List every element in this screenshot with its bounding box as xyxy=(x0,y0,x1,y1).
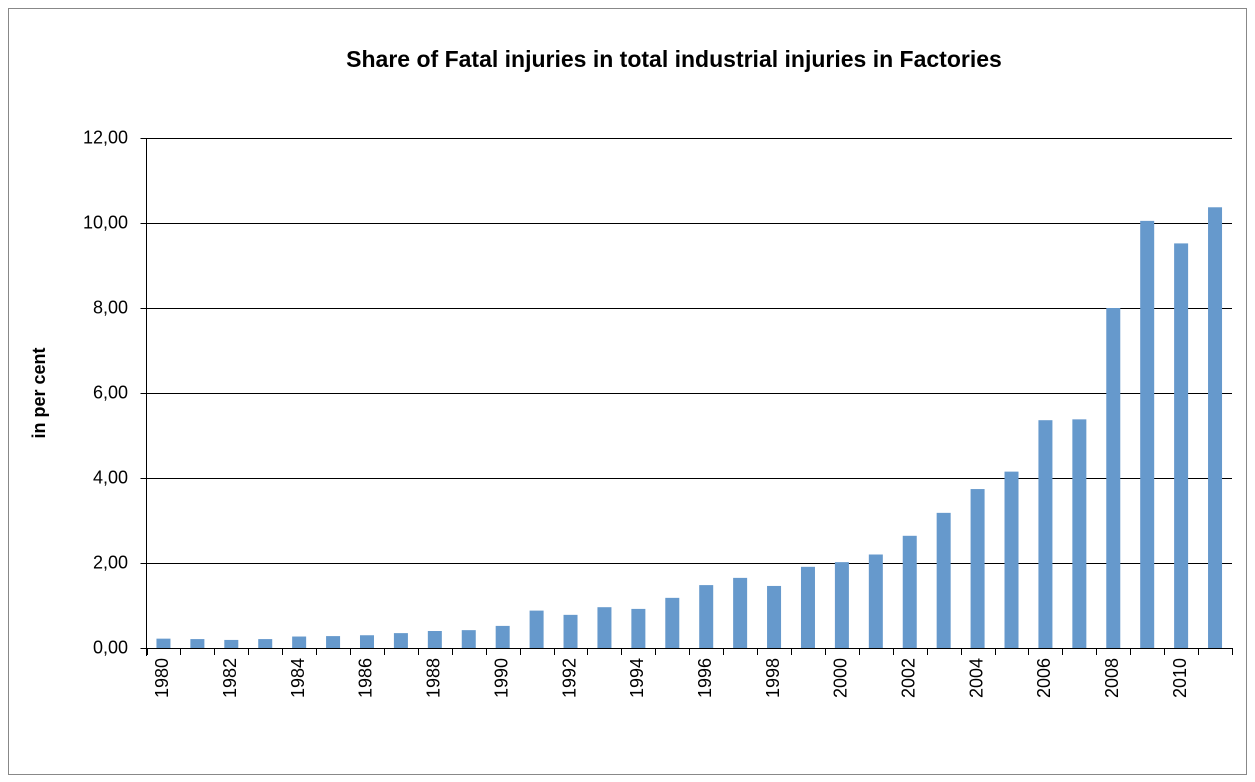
x-tick-label: 2000 xyxy=(831,658,851,698)
bar xyxy=(733,577,748,648)
x-tick-label: 2010 xyxy=(1170,658,1190,698)
bar xyxy=(1072,419,1087,648)
bar xyxy=(258,639,273,648)
bar xyxy=(529,610,544,648)
y-tick-label: 4,00 xyxy=(93,467,128,487)
x-tick-label: 1980 xyxy=(152,658,172,698)
bar xyxy=(767,585,782,648)
bar xyxy=(1140,220,1155,648)
bar xyxy=(597,607,612,648)
bar xyxy=(427,631,442,648)
x-tick-label: 1998 xyxy=(763,658,783,698)
bar xyxy=(190,639,205,648)
x-tick-label: 2006 xyxy=(1034,658,1054,698)
y-tick-label: 10,00 xyxy=(83,212,128,232)
y-tick-label: 6,00 xyxy=(93,382,128,402)
y-axis-label: in per cent xyxy=(29,347,49,438)
bar xyxy=(326,636,341,648)
x-tick-label: 1988 xyxy=(424,658,444,698)
x-tick-label: 1996 xyxy=(695,658,715,698)
bar xyxy=(936,512,951,648)
y-tick-label: 0,00 xyxy=(93,637,128,657)
bar xyxy=(359,635,374,648)
bar xyxy=(970,489,985,648)
bar xyxy=(800,566,815,648)
x-tick-label: 1994 xyxy=(627,658,647,698)
x-tick-label: 1990 xyxy=(491,658,511,698)
x-tick-label: 2004 xyxy=(966,658,986,698)
bar xyxy=(1174,243,1189,648)
y-tick-label: 2,00 xyxy=(93,552,128,572)
bar xyxy=(461,630,476,648)
bar xyxy=(902,535,917,648)
bar xyxy=(631,608,646,648)
y-tick-label: 8,00 xyxy=(93,297,128,317)
bar xyxy=(665,597,680,648)
bar xyxy=(292,636,307,648)
x-tick-label: 2008 xyxy=(1102,658,1122,698)
x-tick-label: 1982 xyxy=(220,658,240,698)
bar xyxy=(224,639,239,648)
bar xyxy=(393,633,408,648)
bar xyxy=(495,625,510,648)
x-tick-label: 1986 xyxy=(356,658,376,698)
bar xyxy=(699,585,714,648)
x-tick-label: 1984 xyxy=(288,658,308,698)
bar xyxy=(1038,420,1053,648)
chart-title: Share of Fatal injuries in total industr… xyxy=(346,46,1002,72)
bar xyxy=(868,554,883,648)
x-tick-label: 1992 xyxy=(559,658,579,698)
y-tick-label: 12,00 xyxy=(83,127,128,147)
bar xyxy=(156,638,171,648)
bar xyxy=(1208,207,1223,648)
x-tick-label: 2002 xyxy=(898,658,918,698)
bar xyxy=(834,562,849,648)
bar xyxy=(1004,471,1019,648)
bar xyxy=(563,614,578,648)
bar xyxy=(1106,308,1121,648)
